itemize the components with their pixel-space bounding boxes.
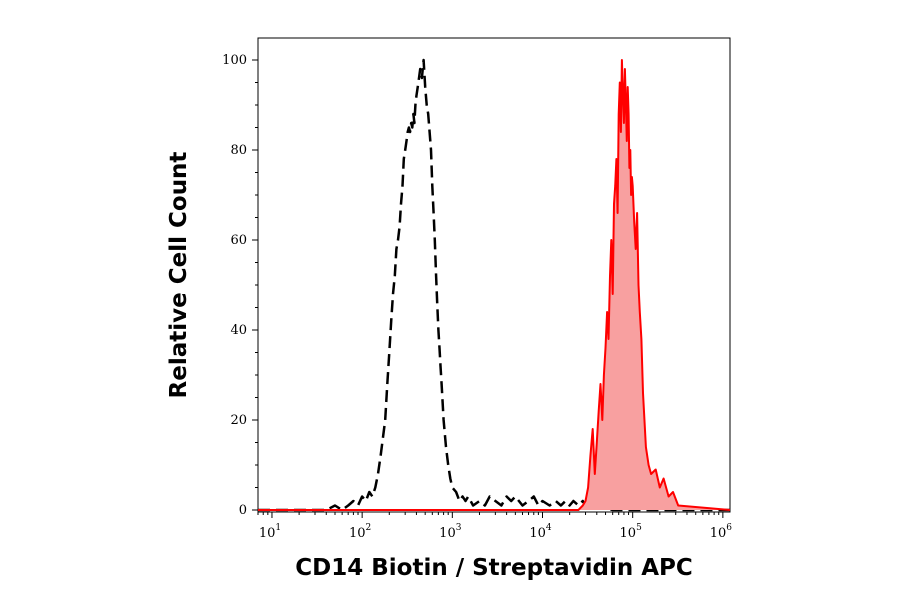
series-1-line	[258, 59, 731, 511]
series-0-line	[258, 58, 730, 512]
x-tick-label: 104	[529, 523, 552, 541]
x-tick-label: 106	[710, 523, 733, 541]
x-tick-label: 103	[439, 523, 462, 541]
x-axis: 101 102 103 104 105 106	[257, 512, 733, 541]
x-tick-label: 101	[259, 523, 281, 541]
y-tick-label: 60	[230, 233, 247, 248]
y-axis: 0 20 40 60 80 100	[222, 53, 258, 518]
y-tick-label: 20	[230, 413, 247, 428]
x-tick-label: 102	[349, 523, 371, 541]
y-tick-label: 100	[222, 53, 247, 68]
y-tick-label: 80	[230, 143, 247, 158]
x-axis-title: CD14 Biotin / Streptavidin APC	[295, 555, 693, 581]
plot-frame	[257, 37, 731, 513]
series-1-fill	[258, 60, 730, 510]
y-tick-label: 40	[230, 323, 247, 338]
y-tick-label: 0	[239, 503, 247, 518]
series-layer	[258, 58, 731, 512]
x-tick-label: 105	[620, 523, 643, 541]
y-axis-title: Relative Cell Count	[166, 152, 192, 399]
